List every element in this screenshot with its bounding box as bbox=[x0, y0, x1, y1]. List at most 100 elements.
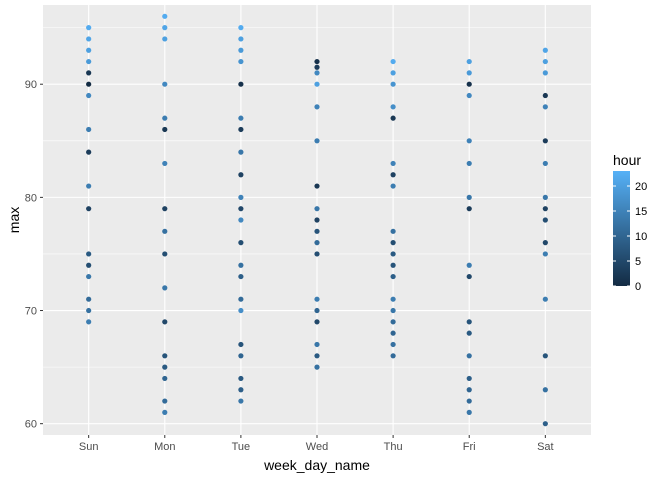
legend-ticks: 0 5 10 15 20 bbox=[613, 181, 647, 293]
data-point bbox=[390, 330, 396, 336]
data-point bbox=[542, 240, 548, 246]
data-point bbox=[466, 58, 472, 65]
data-point bbox=[466, 398, 472, 404]
data-point bbox=[86, 92, 92, 99]
data-point bbox=[542, 138, 548, 144]
data-point bbox=[162, 251, 168, 257]
data-point bbox=[238, 217, 244, 223]
data-point bbox=[314, 104, 320, 110]
x-tick-label: Mon bbox=[154, 441, 175, 453]
data-point bbox=[86, 183, 92, 189]
data-point bbox=[390, 160, 396, 167]
data-point bbox=[314, 58, 320, 65]
data-point bbox=[238, 58, 244, 65]
data-point bbox=[542, 70, 548, 76]
data-point bbox=[542, 251, 548, 257]
data-point bbox=[542, 217, 548, 223]
data-point bbox=[390, 183, 396, 189]
data-point bbox=[390, 353, 396, 359]
data-point bbox=[86, 126, 92, 133]
data-point bbox=[86, 58, 92, 65]
data-point bbox=[390, 262, 396, 268]
data-point bbox=[162, 398, 168, 404]
data-point bbox=[466, 70, 472, 76]
data-point bbox=[238, 398, 244, 404]
data-point bbox=[238, 375, 244, 382]
data-point bbox=[86, 149, 92, 155]
data-point bbox=[238, 194, 244, 200]
data-point bbox=[238, 262, 244, 268]
data-point bbox=[542, 58, 548, 65]
data-point bbox=[390, 307, 396, 314]
data-point bbox=[238, 206, 244, 212]
data-point bbox=[314, 206, 320, 212]
data-point bbox=[238, 115, 244, 121]
legend-tick-label: 15 bbox=[635, 206, 647, 218]
x-axis: Sun Mon Tue Wed Thu Fri Sat bbox=[79, 435, 554, 453]
data-point bbox=[238, 149, 244, 155]
data-point bbox=[162, 353, 168, 359]
data-point bbox=[390, 81, 396, 87]
x-tick-label: Wed bbox=[306, 441, 328, 453]
x-tick-label: Fri bbox=[463, 441, 476, 453]
data-point bbox=[542, 387, 548, 393]
data-point bbox=[86, 319, 92, 325]
data-point bbox=[466, 206, 472, 212]
data-point bbox=[390, 70, 396, 76]
legend-tick-label: 20 bbox=[635, 181, 647, 193]
x-axis-title: week_day_name bbox=[263, 457, 370, 473]
data-point bbox=[86, 251, 92, 257]
data-point bbox=[466, 262, 472, 268]
legend: hour 0 5 10 15 20 bbox=[613, 152, 647, 293]
data-point bbox=[86, 47, 92, 53]
data-point bbox=[86, 81, 92, 87]
data-point bbox=[162, 160, 168, 167]
data-point bbox=[314, 307, 320, 314]
data-point bbox=[162, 13, 168, 19]
data-point bbox=[162, 126, 168, 133]
data-point bbox=[314, 341, 320, 348]
legend-tick-label: 0 bbox=[635, 281, 641, 293]
y-axis-title: max bbox=[6, 207, 22, 233]
data-point bbox=[86, 307, 92, 314]
data-point bbox=[390, 228, 396, 234]
data-point bbox=[466, 160, 472, 167]
data-point bbox=[542, 421, 548, 427]
y-axis: 60 70 80 90 bbox=[25, 79, 43, 431]
data-point bbox=[542, 104, 548, 110]
data-point bbox=[390, 319, 396, 325]
data-point bbox=[162, 409, 168, 415]
data-point bbox=[238, 47, 244, 53]
data-point bbox=[238, 341, 244, 348]
y-tick-label: 80 bbox=[25, 192, 37, 204]
data-point bbox=[162, 81, 168, 87]
data-point bbox=[238, 25, 244, 31]
data-point bbox=[314, 228, 320, 234]
legend-tick-label: 10 bbox=[635, 231, 647, 243]
data-point bbox=[466, 138, 472, 144]
data-point bbox=[238, 240, 244, 246]
data-point bbox=[542, 194, 548, 200]
data-point bbox=[390, 240, 396, 246]
x-tick-label: Thu bbox=[384, 441, 403, 453]
x-tick-label: Tue bbox=[232, 441, 251, 453]
data-point bbox=[390, 115, 396, 121]
data-point bbox=[314, 296, 320, 302]
data-point bbox=[162, 36, 168, 42]
data-point bbox=[390, 58, 396, 65]
data-point bbox=[542, 353, 548, 359]
data-point bbox=[466, 92, 472, 99]
data-point bbox=[314, 364, 320, 370]
data-point bbox=[314, 251, 320, 257]
data-point bbox=[542, 206, 548, 212]
data-point bbox=[238, 126, 244, 133]
data-point bbox=[466, 330, 472, 336]
data-point bbox=[314, 240, 320, 246]
data-point bbox=[314, 353, 320, 359]
data-point bbox=[314, 64, 320, 70]
data-point bbox=[238, 81, 244, 87]
x-tick-label: Sat bbox=[537, 441, 554, 453]
data-point bbox=[86, 262, 92, 268]
data-point bbox=[314, 319, 320, 325]
